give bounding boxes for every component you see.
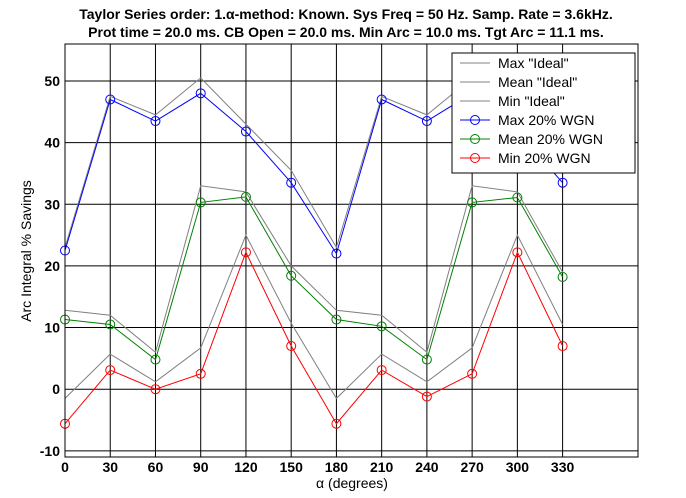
chart-subtitle: Prot time = 20.0 ms. CB Open = 20.0 ms. … [88, 24, 604, 40]
x-tick-label: 150 [280, 459, 304, 475]
x-tick-label: 0 [61, 459, 69, 475]
y-tick-label: 10 [44, 320, 60, 336]
y-tick-label: 30 [44, 196, 60, 212]
x-tick-label: 60 [148, 459, 164, 475]
y-tick-label: 50 [44, 73, 60, 89]
plot-frame [64, 43, 639, 458]
series-5-point [195, 197, 206, 208]
series-4-point [240, 126, 251, 137]
series-6-point [421, 391, 432, 402]
series-5-point [286, 270, 297, 281]
legend-marker [470, 134, 480, 144]
series-6-point [512, 247, 523, 258]
series-line-5 [64, 196, 564, 361]
x-axis-label: α (degrees) [316, 475, 388, 491]
chart-title: Taylor Series order: 1.α-method: Known. … [79, 6, 613, 22]
legend-label: Max 20% WGN [498, 112, 594, 128]
series-5-point [105, 319, 116, 330]
series-6-point [557, 341, 568, 352]
series-6-point [105, 365, 116, 376]
legend-label: Min 20% WGN [498, 150, 591, 166]
x-tick-label: 90 [193, 459, 209, 475]
series-5-point [240, 191, 251, 202]
series-5-point [557, 272, 568, 283]
y-axis-label: Arc Integral % Savings [18, 180, 34, 322]
y-tick-label: -10 [40, 443, 60, 459]
legend-marker [470, 153, 480, 163]
series-5-point [467, 197, 478, 208]
y-tick-label: 0 [52, 381, 60, 397]
series-5-point [512, 192, 523, 203]
series-4-point [105, 94, 116, 105]
x-tick-label: 330 [551, 459, 575, 475]
series-6-point [331, 418, 342, 429]
series-5-point [376, 321, 387, 332]
series-line-2 [64, 185, 564, 354]
series-line-6 [64, 251, 564, 425]
y-tick-label: 20 [44, 258, 60, 274]
series-6-point [150, 384, 161, 395]
series-4-point [150, 116, 161, 127]
x-tick-label: 300 [506, 459, 530, 475]
y-tick-labels: -10 0 10 20 30 40 50 [40, 73, 60, 459]
series-6-point [467, 368, 478, 379]
legend-label: Max "Ideal" [498, 55, 569, 71]
legend-label: Min "Ideal" [498, 93, 565, 109]
series-4-point [557, 177, 568, 188]
x-tick-label: 240 [415, 459, 439, 475]
x-tick-label: 120 [234, 459, 258, 475]
series-6-point [286, 341, 297, 352]
series-4-point [376, 94, 387, 105]
x-tick-label: 210 [370, 459, 394, 475]
series-6-point [240, 247, 251, 258]
series-4-point [331, 248, 342, 259]
x-tick-label: 30 [102, 459, 118, 475]
legend-box [451, 52, 636, 174]
y-tick-label: 40 [44, 135, 60, 151]
series-6-point [195, 368, 206, 379]
x-tick-label: 270 [460, 459, 484, 475]
series-5-point [150, 354, 161, 365]
x-tick-labels: 0 30 60 90 120 150 180 210 240 270 300 330 [61, 459, 574, 475]
series-4-point [421, 116, 432, 127]
legend-label: Mean "Ideal" [498, 74, 577, 90]
series-5-point [421, 354, 432, 365]
series-5-point [331, 314, 342, 325]
series-4-point [286, 177, 297, 188]
series-4-point [195, 88, 206, 99]
series-6-point [376, 365, 387, 376]
series-line-3 [64, 233, 564, 400]
x-tick-label: 180 [325, 459, 349, 475]
legend: Max "Ideal" Mean "Ideal" Min "Ideal" Max 20… [451, 52, 636, 174]
legend-marker [470, 115, 480, 125]
legend-label: Mean 20% WGN [498, 131, 603, 147]
